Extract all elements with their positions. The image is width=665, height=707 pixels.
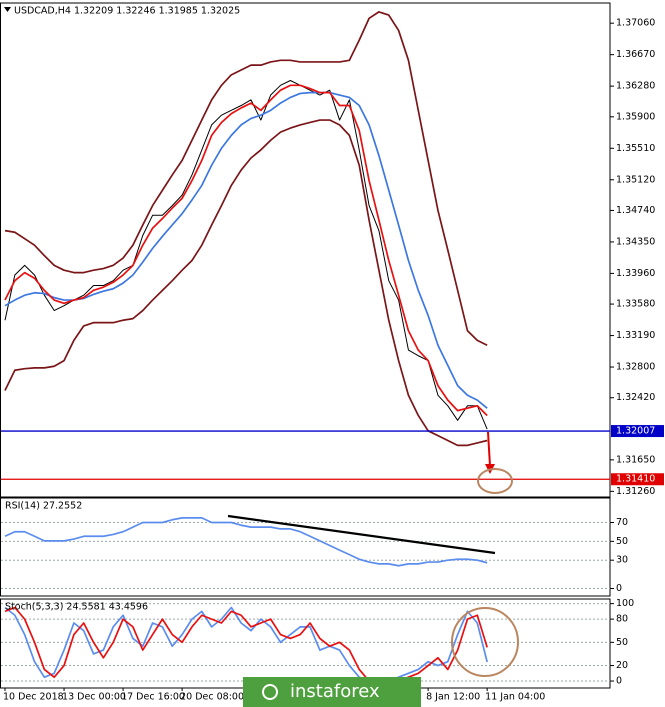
y-tick-label: 50 xyxy=(616,536,628,547)
stoch-circle xyxy=(451,607,519,677)
price-label-box xyxy=(611,425,664,438)
watermark: instaforex xyxy=(290,681,380,702)
price-label: 1.32007 xyxy=(616,426,655,437)
y-tick-label: 0 xyxy=(616,676,622,687)
panel-title: USDCAD,H4 1.32209 1.32246 1.31985 1.3202… xyxy=(14,6,240,17)
y-tick-label: 1.31650 xyxy=(616,454,655,465)
y-tick-label: 100 xyxy=(616,598,634,609)
panel-frame xyxy=(0,2,611,498)
y-tick-label: 1.36280 xyxy=(616,81,655,92)
annotations: instaforex xyxy=(4,7,519,707)
y-tick-label: 70 xyxy=(616,517,628,528)
x-tick-label: 20 Dec 08:00 xyxy=(180,692,244,703)
panel-frame xyxy=(0,497,611,597)
x-tick-label: 11 Jan 04:00 xyxy=(485,692,545,703)
series-line xyxy=(4,517,488,567)
arrow-shaft xyxy=(487,431,491,467)
price-label-box xyxy=(611,473,664,486)
watermark-icon xyxy=(262,684,278,700)
panel-title: Stoch(5,3,3) 24.5581 43.4596 xyxy=(5,602,148,613)
series-line xyxy=(4,79,488,430)
y-tick-label: 1.34350 xyxy=(616,236,655,247)
y-tick-label: 1.36670 xyxy=(616,49,655,60)
series-line xyxy=(4,84,488,417)
series-line xyxy=(4,119,488,447)
y-tick-label: 50 xyxy=(616,637,628,648)
y-tick-label: 1.31260 xyxy=(616,486,655,497)
series-line xyxy=(4,606,488,682)
menu-triangle xyxy=(4,7,11,12)
series-line xyxy=(4,11,488,347)
y-tick-label: 1.33580 xyxy=(616,299,655,310)
price-label: 1.31410 xyxy=(616,474,655,485)
y-tick-label: 0 xyxy=(616,583,622,594)
y-tick-label: 1.35510 xyxy=(616,143,655,154)
trend-line xyxy=(227,514,496,555)
y-tick-label: 1.33960 xyxy=(616,268,655,279)
x-tick-label: 13 Dec 00:00 xyxy=(62,692,126,703)
x-tick-label: 10 Dec 2018 xyxy=(3,692,64,703)
y-tick-label: 20 xyxy=(616,660,628,671)
x-tick-label: 8 Jan 12:00 xyxy=(426,692,480,703)
y-tick-label: 1.37060 xyxy=(616,18,655,29)
target-circle xyxy=(477,468,513,494)
y-tick-label: 30 xyxy=(616,555,628,566)
y-tick-label: 80 xyxy=(616,614,628,625)
y-tick-label: 1.32420 xyxy=(616,392,655,403)
y-tick-label: 1.33190 xyxy=(616,330,655,341)
x-tick-label: 17 Dec 16:00 xyxy=(121,692,185,703)
series-line xyxy=(4,91,488,409)
watermark-bar xyxy=(243,677,421,707)
y-tick-label: 1.32800 xyxy=(616,362,655,373)
y-tick-label: 1.34740 xyxy=(616,205,655,216)
panel-title: RSI(14) 27.2552 xyxy=(5,501,82,512)
y-tick-label: 1.35120 xyxy=(616,174,655,185)
y-tick-label: 1.35900 xyxy=(616,111,655,122)
